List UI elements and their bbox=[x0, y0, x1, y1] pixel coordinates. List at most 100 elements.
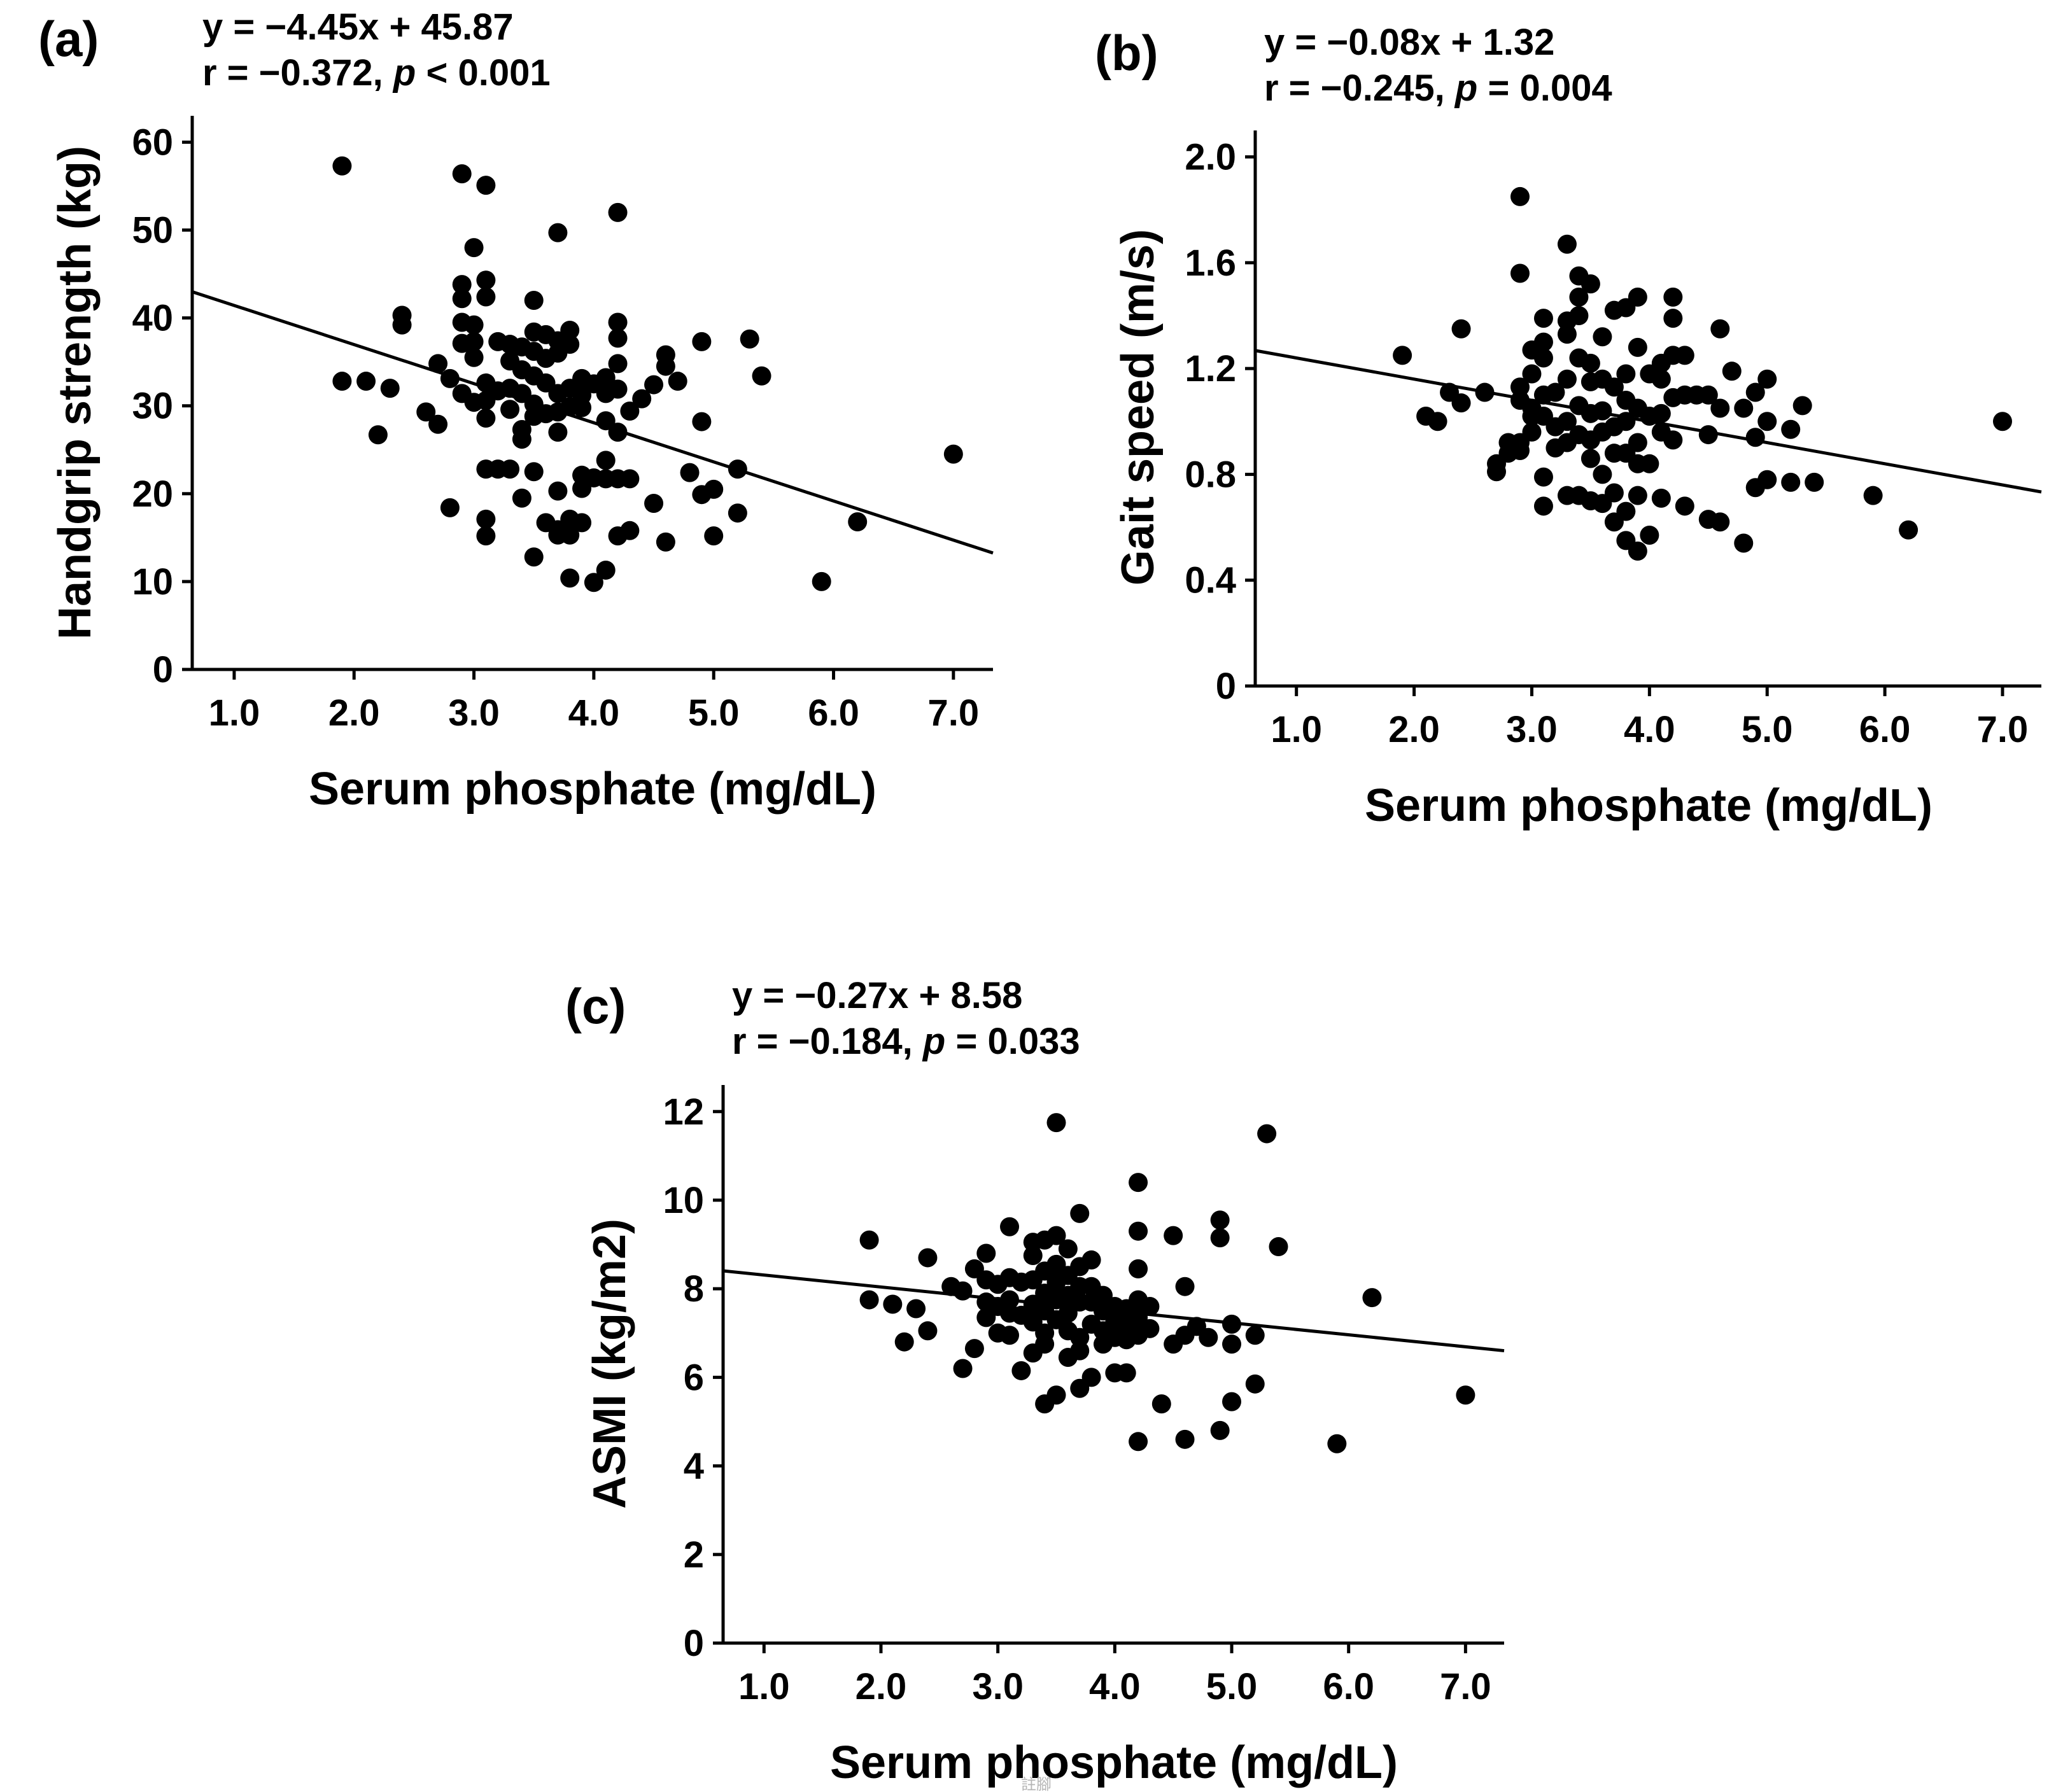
panel-b-x-tick-label: 7.0 bbox=[1977, 709, 2029, 750]
panel-a-y-tick-label: 10 bbox=[132, 561, 173, 603]
panel-b-x-tick-label: 1.0 bbox=[1271, 709, 1322, 750]
panel-c: (c) y = −0.27x + 8.58 r = −0.184, p = 0.… bbox=[565, 975, 1505, 1788]
panel-c-data-point bbox=[1222, 1392, 1242, 1411]
panel-c-x-tick-label: 1.0 bbox=[738, 1666, 790, 1707]
panel-a-data-point bbox=[428, 414, 448, 434]
panel-a-data-point bbox=[524, 547, 544, 567]
panel-c-x-tick-label: 4.0 bbox=[1089, 1666, 1141, 1707]
panel-c-y-tick-label: 8 bbox=[684, 1268, 704, 1310]
panel-c-x-tick-label: 3.0 bbox=[972, 1666, 1024, 1707]
panel-b-data-point bbox=[1557, 369, 1577, 389]
panel-b-data-point bbox=[1675, 346, 1694, 365]
panel-b-data-point bbox=[1522, 364, 1542, 384]
panel-a-data-point bbox=[656, 356, 675, 376]
panel-a-data-point bbox=[356, 372, 376, 391]
panel-b-data-point bbox=[1533, 348, 1553, 368]
panel-a-data-point bbox=[608, 328, 628, 348]
panel-b-data-point bbox=[1734, 398, 1754, 418]
panel-a-data-point bbox=[524, 462, 544, 482]
panel-a-data-point bbox=[560, 320, 580, 340]
panel-a-data-point bbox=[416, 402, 436, 422]
panel-c-data-point bbox=[953, 1281, 973, 1301]
panel-b-data-point bbox=[1710, 319, 1730, 339]
panel-c-data-point bbox=[1151, 1394, 1171, 1414]
panel-a-data-point bbox=[608, 312, 628, 332]
panel-c-x-tick-label: 7.0 bbox=[1440, 1666, 1491, 1707]
panel-a-data-point bbox=[620, 521, 640, 540]
panel-c-data-point bbox=[1245, 1326, 1265, 1345]
panel-b-points bbox=[1393, 186, 2012, 561]
panel-c-data-point bbox=[1210, 1420, 1230, 1440]
panel-b-y-tick-label: 1.6 bbox=[1185, 242, 1236, 284]
panel-a-data-point bbox=[680, 463, 700, 482]
panel-a-data-point bbox=[428, 354, 448, 374]
panel-c-data-point bbox=[1035, 1334, 1055, 1354]
panel-a-data-point bbox=[656, 532, 675, 552]
panel-c-data-point bbox=[1129, 1173, 1148, 1193]
panel-c-data-point bbox=[1011, 1361, 1031, 1380]
panel-a-points bbox=[332, 156, 963, 592]
panel-b-data-point bbox=[1745, 428, 1765, 447]
panel-b-data-point bbox=[1533, 309, 1553, 328]
panel-c-data-point bbox=[1116, 1363, 1136, 1383]
panel-c-y-tick-label: 12 bbox=[663, 1091, 704, 1133]
panel-b-data-point bbox=[1745, 382, 1765, 402]
panel-b-data-point bbox=[1628, 541, 1647, 561]
panel-c-data-point bbox=[1199, 1327, 1218, 1347]
panel-b-data-point bbox=[1698, 385, 1718, 405]
panel-c-data-point bbox=[1000, 1290, 1020, 1310]
panel-a-x-tick-label: 4.0 bbox=[568, 692, 620, 734]
panel-a-data-point bbox=[476, 270, 496, 290]
panel-a-data-point bbox=[596, 451, 616, 470]
panel-c-data-point bbox=[859, 1230, 879, 1250]
panel-a-stats: r = −0.372, p < 0.001 bbox=[202, 52, 551, 94]
panel-b-ticks: 1.0 2.0 3.0 4.0 5.0 6.0 7.0 0 0.4 0.8 1.2 1.6 2.0 bbox=[1185, 137, 2028, 750]
panel-c-x-tick-label: 6.0 bbox=[1323, 1666, 1374, 1707]
panel-a-data-point bbox=[548, 223, 568, 242]
panel-a-data-point bbox=[596, 560, 616, 580]
panel-a-data-point bbox=[332, 372, 352, 391]
panel-a-y-tick-label: 20 bbox=[132, 473, 173, 515]
panel-a-data-point bbox=[728, 503, 747, 523]
panel-b-data-point bbox=[1628, 287, 1647, 307]
panel-b-data-point bbox=[1533, 332, 1553, 352]
panel-a-x-tick-label: 6.0 bbox=[808, 692, 859, 734]
panel-a-data-point bbox=[512, 488, 532, 508]
panel-b-y-tick-label: 2.0 bbox=[1185, 137, 1236, 178]
panel-b-data-point bbox=[1510, 377, 1530, 397]
panel-b-data-point bbox=[1734, 533, 1754, 553]
panel-c-y-tick-label: 0 bbox=[684, 1623, 704, 1664]
panel-a-stats-p-value: < 0.001 bbox=[416, 52, 550, 94]
panel-b-data-point bbox=[1628, 486, 1647, 505]
panel-c-stats-r: r = −0.184, bbox=[732, 1021, 923, 1062]
panel-b-data-point bbox=[1581, 274, 1600, 294]
panel-b-data-point bbox=[1569, 287, 1589, 307]
panel-b-data-point bbox=[1616, 412, 1636, 431]
panel-a-regression-line bbox=[192, 290, 994, 555]
panel-c-data-point bbox=[1129, 1432, 1148, 1452]
panel-b-y-axis-title: Gait speed (m/s) bbox=[1113, 229, 1164, 585]
panel-b-data-point bbox=[1510, 441, 1530, 461]
panel-b-data-point bbox=[1487, 462, 1507, 482]
panel-b-data-point bbox=[1651, 403, 1671, 423]
panel-b-x-tick-label: 5.0 bbox=[1742, 709, 1793, 750]
panel-b-data-point bbox=[1710, 512, 1730, 532]
panel-b-data-point bbox=[1451, 393, 1471, 413]
panel-a-data-point bbox=[548, 423, 568, 442]
panel-b-data-point bbox=[1510, 263, 1530, 283]
panel-c-y-tick-label: 6 bbox=[684, 1357, 704, 1398]
panel-c-data-point bbox=[1070, 1327, 1090, 1347]
panel-b-data-point bbox=[1533, 496, 1553, 516]
panel-b-data-point bbox=[1616, 501, 1636, 521]
panel-c-data-point bbox=[1269, 1237, 1288, 1257]
panel-b-data-point bbox=[1675, 496, 1694, 516]
panel-a-x-tick-label: 2.0 bbox=[328, 692, 380, 734]
panel-b-data-point bbox=[1522, 422, 1542, 442]
panel-b-data-point bbox=[1757, 470, 1777, 489]
panel-b-y-tick-label: 0.8 bbox=[1185, 454, 1236, 495]
panel-c-y-tick-label: 4 bbox=[684, 1446, 704, 1487]
panel-a-data-point bbox=[668, 372, 687, 391]
panel-b-data-point bbox=[1593, 401, 1612, 421]
panel-c-data-point bbox=[918, 1321, 938, 1341]
panel-c-data-point bbox=[1257, 1124, 1277, 1144]
